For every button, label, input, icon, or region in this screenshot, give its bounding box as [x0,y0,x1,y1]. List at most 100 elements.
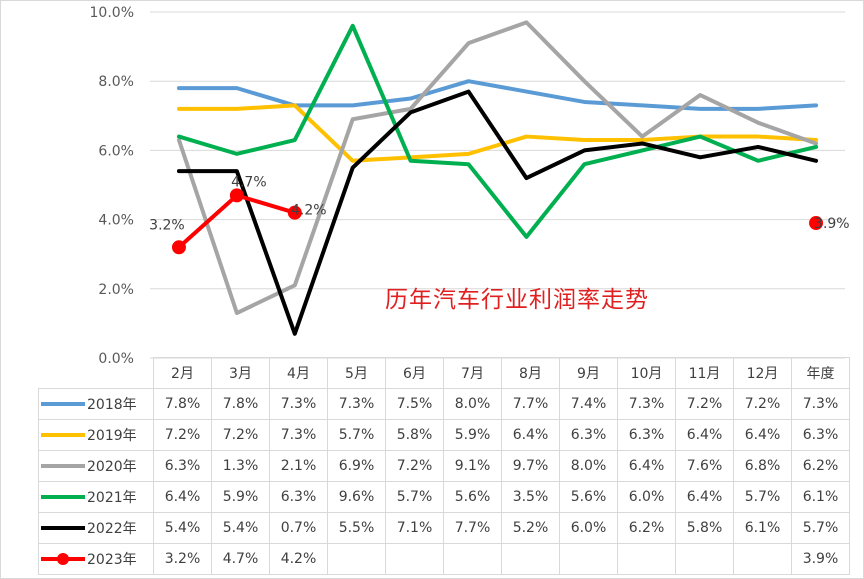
series-name: 2020年 [87,459,137,475]
data-label: 4.7% [231,174,267,190]
x-tick-label: 4月 [269,357,328,389]
table-cell: 2.1% [269,450,328,482]
table-cell: 7.3% [269,419,328,451]
data-label: 3.9% [814,216,850,232]
table-row: 2020年 6.3% 1.3% 2.1% 6.9% 7.2% 9.1% 9.7% 8.0% 6.4… [38,450,850,482]
chart-title: 历年汽车行业利润率走势 [385,287,649,313]
data-table: 2月 3月 4月 5月 6月 7月 8月 9月 10月 11月 12月 年度 2018年 7.8% 7.8%… [38,357,850,575]
table-corner [38,357,154,389]
table-cell [733,543,792,575]
data-label: 3.2% [149,217,185,233]
table-cell: 5.5% [327,512,386,544]
table-cell: 6.4% [153,481,212,513]
table-cell: 5.4% [211,512,270,544]
table-cell: 5.6% [443,481,502,513]
table-cell: 0.7% [269,512,328,544]
table-cell: 6.1% [733,512,792,544]
table-cell: 7.7% [501,388,560,420]
legend-entry: 2020年 [38,450,154,482]
series-name: 2018年 [87,397,137,413]
series-1 [176,103,819,163]
table-header-row: 2月 3月 4月 5月 6月 7月 8月 9月 10月 11月 12月 年度 [38,357,850,389]
table-cell: 9.7% [501,450,560,482]
table-cell: 5.8% [675,512,734,544]
table-cell: 5.7% [733,481,792,513]
table-cell: 7.3% [617,388,676,420]
table-cell: 7.3% [327,388,386,420]
table-cell: 5.7% [791,512,850,544]
table-cell: 5.7% [385,481,444,513]
series-line [176,193,297,250]
table-cell: 3.2% [153,543,212,575]
y-tick-label: 10.0% [90,5,134,21]
table-cell: 7.2% [211,419,270,451]
y-tick-label: 2.0% [98,282,134,298]
table-cell: 5.6% [559,481,618,513]
table-cell: 7.2% [733,388,792,420]
series-4 [176,89,819,336]
legend-entry: 2022年 [38,512,154,544]
series-0 [176,79,819,111]
table-cell: 5.8% [385,419,444,451]
series-name: 2022年 [87,521,137,537]
data-label: 4.2% [291,203,327,219]
table-cell: 5.7% [327,419,386,451]
table-cell: 9.1% [443,450,502,482]
table-cell: 8.0% [559,450,618,482]
x-tick-label: 8月 [501,357,560,389]
table-cell: 3.9% [791,543,850,575]
table-cell: 7.3% [791,388,850,420]
table-cell: 5.9% [211,481,270,513]
table-row: 2023年 3.2% 4.7% 4.2% 3.9% [38,543,850,575]
x-tick-label: 6月 [385,357,444,389]
table-cell: 7.1% [385,512,444,544]
table-cell: 6.3% [269,481,328,513]
table-cell: 6.3% [791,419,850,451]
legend-key-icon [41,398,85,410]
table-cell: 6.3% [617,419,676,451]
legend-key-icon [41,460,85,472]
table-cell: 1.3% [211,450,270,482]
series-line [176,89,819,336]
table-cell: 6.3% [153,450,212,482]
table-cell: 3.5% [501,481,560,513]
series-line [176,20,819,316]
series-name: 2019年 [87,428,137,444]
table-cell: 6.0% [559,512,618,544]
table-cell: 6.0% [617,481,676,513]
legend-key-icon [41,491,85,503]
table-cell: 5.9% [443,419,502,451]
legend-entry: 2019年 [38,419,154,451]
table-cell: 7.3% [269,388,328,420]
x-tick-label: 12月 [733,357,792,389]
table-cell [559,543,618,575]
table-cell [385,543,444,575]
series-line [176,79,819,111]
table-cell [501,543,560,575]
x-tick-label: 3月 [211,357,270,389]
x-tick-label: 10月 [617,357,676,389]
table-cell: 6.4% [617,450,676,482]
table-cell: 8.0% [443,388,502,420]
x-tick-label: 年度 [791,357,850,389]
series-5 [171,188,824,255]
legend-key-icon [41,553,85,565]
series-3 [176,23,819,239]
table-cell: 4.2% [269,543,328,575]
table-cell: 7.8% [211,388,270,420]
table-row: 2018年 7.8% 7.8% 7.3% 7.3% 7.5% 8.0% 7.7% 7.4% 7.3… [38,388,850,420]
table-cell: 6.2% [791,450,850,482]
table-row: 2019年 7.2% 7.2% 7.3% 5.7% 5.8% 5.9% 6.4% 6.3% 6.3… [38,419,850,451]
table-cell [675,543,734,575]
table-cell: 7.2% [675,388,734,420]
table-row: 2021年 6.4% 5.9% 6.3% 9.6% 5.7% 5.6% 3.5% 5.6% 6.0… [38,481,850,513]
series-line [176,23,819,239]
table-cell: 7.6% [675,450,734,482]
table-cell: 4.7% [211,543,270,575]
table-cell: 5.2% [501,512,560,544]
table-cell: 7.2% [385,450,444,482]
data-point [287,205,302,220]
x-tick-label: 7月 [443,357,502,389]
series-name: 2021年 [87,490,137,506]
